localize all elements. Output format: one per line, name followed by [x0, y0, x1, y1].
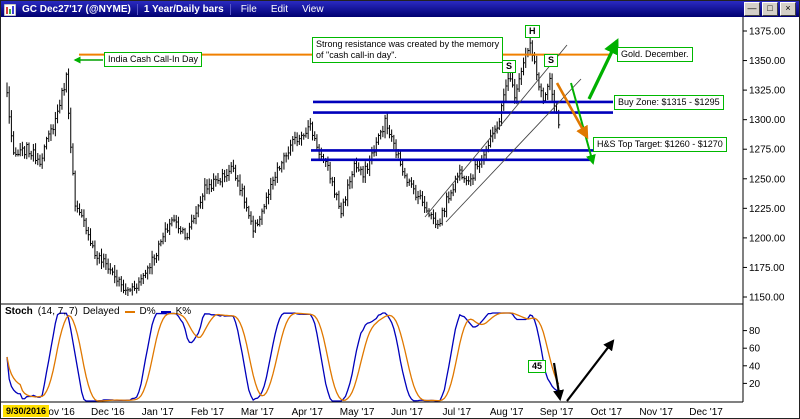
annotation-gold-december-label: Gold. December.: [621, 49, 689, 59]
price-tick-label: 1250.00: [749, 174, 786, 185]
month-label: Jul '17: [443, 407, 472, 418]
stoch-d-line: [6, 312, 560, 402]
price-tick-label: 1275.00: [749, 145, 786, 156]
month-label: May '17: [340, 407, 375, 418]
minimize-button[interactable]: —: [744, 2, 760, 16]
menu-edit[interactable]: Edit: [270, 3, 289, 15]
price-tick-label: 1175.00: [749, 263, 785, 274]
month-label: Jan '17: [142, 407, 174, 418]
month-label: Mar '17: [241, 407, 274, 418]
green-up-arrow[interactable]: [587, 38, 619, 100]
annotation-india-label: India Cash Call-In Day: [108, 54, 199, 64]
month-label: Apr '17: [292, 407, 324, 418]
price-tick-label: 1300.00: [749, 115, 786, 126]
stoch-header: Stoch (14, 7, 7) Delayed D% K%: [5, 306, 191, 317]
orange-down-arrow[interactable]: [555, 82, 589, 140]
menu-file[interactable]: File: [240, 3, 257, 15]
close-button[interactable]: ×: [780, 2, 796, 16]
stoch-k-legend-dash: [160, 310, 171, 313]
stoch-d-legend-label: D%: [139, 306, 156, 317]
stoch-indicator-name: Stoch: [5, 306, 33, 317]
chart-area: 1375.00 1350.00 1325.00 1300.00 1275.00 1250.…: [1, 17, 800, 419]
trend-line-upper[interactable]: [424, 44, 568, 218]
annotation-strong-resistance[interactable]: Strong resistance was created by the mem…: [312, 37, 504, 63]
price-tick-label: 1200.00: [749, 233, 786, 244]
annotation-right-shoulder-marker[interactable]: S: [544, 54, 559, 67]
month-label: Feb '17: [191, 407, 224, 418]
stoch-tick-label: 60: [749, 344, 761, 355]
annotation-india-cash-call-in-day[interactable]: India Cash Call-In Day: [104, 52, 203, 67]
head-label: H: [529, 26, 536, 36]
month-label: Jun '17: [391, 407, 423, 418]
annotation-left-shoulder-marker[interactable]: S: [502, 60, 517, 73]
month-label: Dec '16: [91, 407, 125, 418]
menu-view[interactable]: View: [302, 3, 324, 15]
annotation-hs-top-target[interactable]: H&S Top Target: $1260 - $1270: [593, 137, 727, 152]
chart-period-label[interactable]: 1 Year/Daily bars: [136, 3, 231, 15]
annotation-gold-december[interactable]: Gold. December.: [617, 47, 693, 62]
stoch-up-arrow[interactable]: [566, 339, 615, 402]
app-icon: [3, 3, 17, 17]
price-tick-label: 1225.00: [749, 204, 786, 215]
trend-line-lower[interactable]: [445, 78, 582, 223]
maximize-button[interactable]: □: [762, 2, 778, 16]
stoch-mode: Delayed: [82, 306, 120, 317]
title-bar[interactable]: GC Dec27'17 (@NYME) 1 Year/Daily bars Fi…: [1, 1, 799, 17]
month-label: Sep '17: [540, 407, 574, 418]
stoch-tick-label: 80: [749, 326, 761, 337]
price-tick-label: 1375.00: [749, 27, 786, 38]
stoch-tick-label: 40: [749, 361, 761, 372]
annotation-buy-zone-label: Buy Zone: $1315 - $1295: [618, 97, 720, 107]
price-tick-label: 1150.00: [749, 293, 785, 304]
stoch-params: (14, 7, 7): [37, 306, 78, 317]
price-tick-label: 1350.00: [749, 56, 786, 67]
stoch-value-label: 45: [532, 361, 543, 371]
window-title: GC Dec27'17 (@NYME): [22, 3, 131, 15]
annotation-stoch-value[interactable]: 45: [528, 360, 547, 373]
month-label: Nov '16: [41, 407, 75, 418]
stoch-down-arrow[interactable]: [552, 362, 564, 402]
annotation-buy-zone[interactable]: Buy Zone: $1315 - $1295: [614, 95, 724, 110]
month-label: Oct '17: [591, 407, 623, 418]
chart-canvas[interactable]: 1375.00 1350.00 1325.00 1300.00 1275.00 1250.…: [1, 17, 800, 419]
month-label: Dec '17: [689, 407, 723, 418]
month-label: Nov '17: [639, 407, 673, 418]
annotation-strong-resistance-line1: Strong resistance was created by the mem…: [316, 39, 500, 49]
stoch-k-legend-label: K%: [175, 306, 192, 317]
month-label: Aug '17: [490, 407, 524, 418]
annotation-hs-top-target-label: H&S Top Target: $1260 - $1270: [597, 139, 723, 149]
green-down-arrow[interactable]: [570, 82, 596, 165]
price-tick-label: 1325.00: [749, 86, 786, 97]
window-controls: — □ ×: [744, 2, 796, 16]
left-shoulder-label: S: [506, 61, 513, 71]
stoch-d-legend-dash: [124, 310, 135, 313]
annotation-head-marker[interactable]: H: [525, 25, 540, 38]
axis-start-date: 9/30/2016: [3, 405, 50, 417]
price-bars[interactable]: [6, 37, 561, 296]
stoch-tick-label: 20: [749, 379, 761, 390]
annotation-strong-resistance-line2: of "cash call-in day".: [316, 50, 397, 60]
right-shoulder-label: S: [548, 55, 555, 65]
